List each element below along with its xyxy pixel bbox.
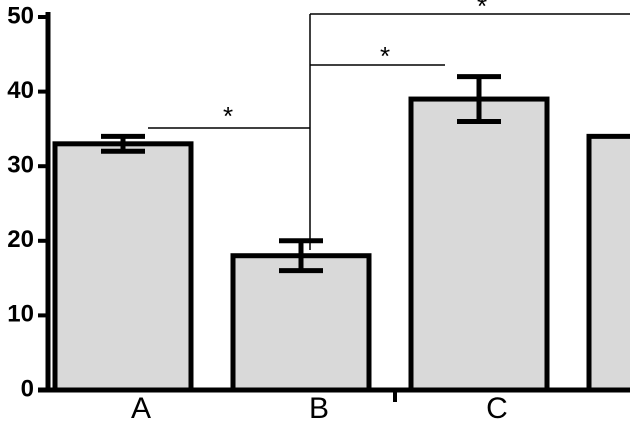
y-tick-label: 50 bbox=[7, 2, 34, 29]
bar bbox=[586, 133, 630, 393]
error-bar bbox=[101, 133, 145, 154]
y-tick-label: 10 bbox=[7, 301, 34, 328]
bar bbox=[52, 141, 194, 393]
y-tick-label: 40 bbox=[7, 77, 34, 104]
significance-star: * bbox=[477, 0, 487, 21]
bar bbox=[230, 253, 372, 393]
error-bar bbox=[279, 238, 323, 274]
significance-star: * bbox=[380, 41, 390, 71]
x-tick-label: C bbox=[486, 392, 508, 425]
error-bar bbox=[457, 74, 501, 124]
y-tick-label: 20 bbox=[7, 226, 34, 253]
significance-star: * bbox=[223, 101, 233, 131]
x-tick-label: A bbox=[131, 392, 151, 425]
y-tick-label: 0 bbox=[21, 375, 34, 402]
x-tick-label: B bbox=[309, 392, 329, 425]
bar bbox=[408, 96, 550, 393]
y-tick-label: 30 bbox=[7, 152, 34, 179]
